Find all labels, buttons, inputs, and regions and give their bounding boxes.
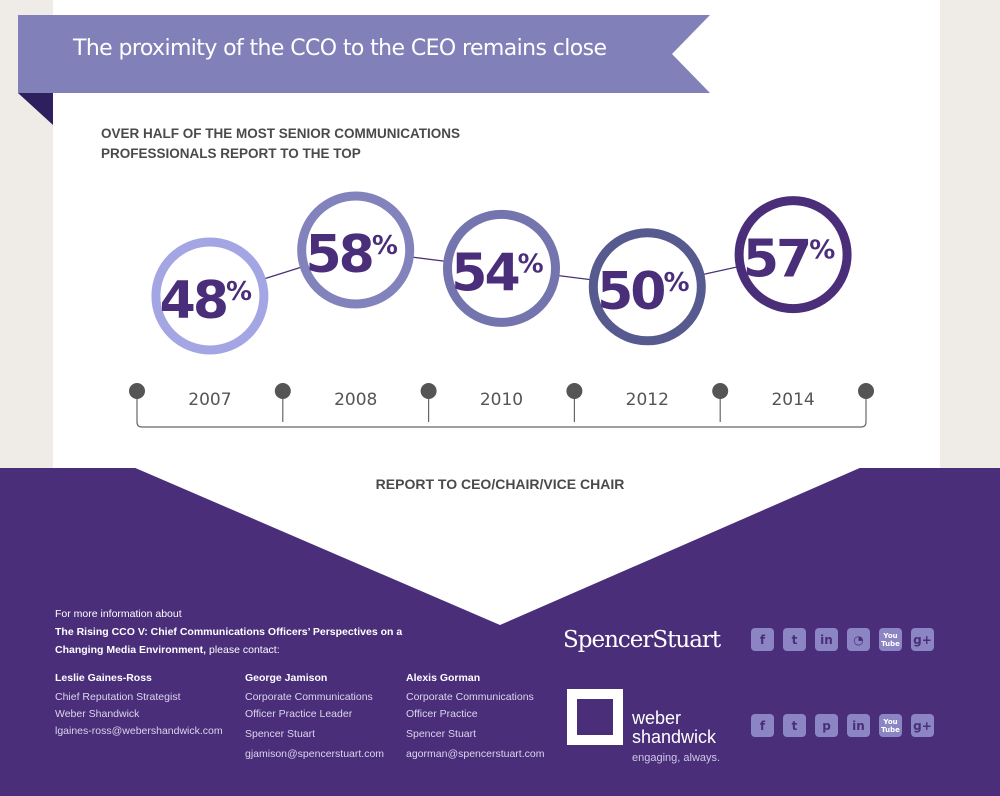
value-label: 54% [451, 243, 543, 303]
spencer-youtube-icon[interactable]: You Tube [879, 628, 902, 651]
year-label: 2014 [771, 390, 814, 410]
spencer-in-icon[interactable]: in [815, 628, 838, 651]
contact-email[interactable]: gjamison@spencerstuart.com [245, 748, 385, 760]
timeline-dot [420, 383, 437, 399]
banner-fold [18, 93, 53, 125]
more-info: For more information about The Rising CC… [55, 605, 425, 659]
contact-name: Leslie Gaines-Ross [55, 672, 152, 684]
spencer-stuart-logo[interactable]: SpencerStuart [563, 627, 721, 653]
spencer-g-icon[interactable]: g+ [911, 628, 934, 651]
weber-shandwick-logo-mark [567, 689, 623, 745]
weber-shandwick-logo[interactable]: weber shandwick [632, 708, 717, 747]
value-label: 48% [160, 271, 252, 331]
contact-name: George Jamison [245, 672, 328, 684]
weber-tagline: engaging, always. [632, 752, 721, 764]
info-intro: For more information about [55, 608, 182, 620]
weber-f-icon[interactable]: f [751, 714, 774, 737]
value-label: 57% [743, 230, 835, 290]
subtitle-line: PROFESSIONALS REPORT TO THE TOP [101, 146, 361, 161]
banner-ribbon [18, 15, 710, 93]
value-circle [588, 228, 706, 346]
spencer-f-icon[interactable]: f [751, 628, 774, 651]
timeline-bracket [136, 421, 867, 428]
weber-in-icon[interactable]: in [847, 714, 870, 737]
info-suffix: please contact: [206, 644, 280, 656]
timeline-dot [274, 383, 291, 399]
year-label: 2012 [626, 390, 669, 410]
weber-social-icons: f t p in You Tube g+ [751, 714, 934, 737]
spencer-rss-icon[interactable]: ◔ [847, 628, 870, 651]
weber-g-icon[interactable]: g+ [911, 714, 934, 737]
weber-youtube-icon[interactable]: You Tube [879, 714, 902, 737]
weber-p-icon[interactable]: p [815, 714, 838, 737]
contact-email[interactable]: lgaines-ross@webershandwick.com [55, 725, 223, 737]
contact-card: Alexis Gorman Corporate Communications O… [406, 670, 546, 763]
contact-card: Leslie Gaines-Ross Chief Reputation Stra… [55, 670, 223, 740]
timeline-dot [858, 383, 874, 399]
report-title-link[interactable]: The Rising CCO V: Chief Communications O… [55, 626, 403, 656]
contact-name: Alexis Gorman [406, 672, 481, 684]
contact-card: George Jamison Corporate Communications … [245, 670, 385, 763]
contact-org: Weber Shandwick [55, 708, 140, 720]
contact-org: Spencer Stuart [245, 728, 316, 740]
spencer-social-icons: f t in ◔ You Tube g+ [751, 628, 934, 651]
contact-title: Chief Reputation Strategist [55, 691, 181, 703]
subtitle-line: OVER HALF OF THE MOST SENIOR COMMUNICATI… [101, 126, 460, 141]
contact-title: Corporate Communications Officer Practic… [406, 691, 534, 720]
footer-notch [133, 467, 862, 625]
weber-t-icon[interactable]: t [783, 714, 806, 737]
chart-subtitle: OVER HALF OF THE MOST SENIOR COMMUNICATI… [101, 124, 460, 164]
value-circle [443, 209, 560, 327]
spencer-t-icon[interactable]: t [783, 628, 806, 651]
value-label: 58% [305, 225, 397, 285]
contact-org: Spencer Stuart [406, 728, 477, 740]
banner-title: The proximity of the CCO to the CEO rema… [73, 36, 607, 61]
year-label: 2010 [480, 390, 523, 410]
year-label: 2007 [188, 390, 231, 410]
value-label: 50% [597, 262, 689, 322]
contact-title: Corporate Communications Officer Practic… [245, 691, 373, 720]
timeline-dot [712, 383, 729, 399]
value-circle [297, 191, 415, 309]
value-circle [151, 237, 269, 355]
contact-email[interactable]: agorman@spencerstuart.com [406, 748, 545, 760]
timeline-dot [129, 383, 145, 399]
timeline-dot [566, 383, 583, 399]
x-axis-label: REPORT TO CEO/CHAIR/VICE CHAIR [375, 476, 625, 492]
value-circle [734, 196, 852, 314]
year-label: 2008 [334, 390, 377, 410]
